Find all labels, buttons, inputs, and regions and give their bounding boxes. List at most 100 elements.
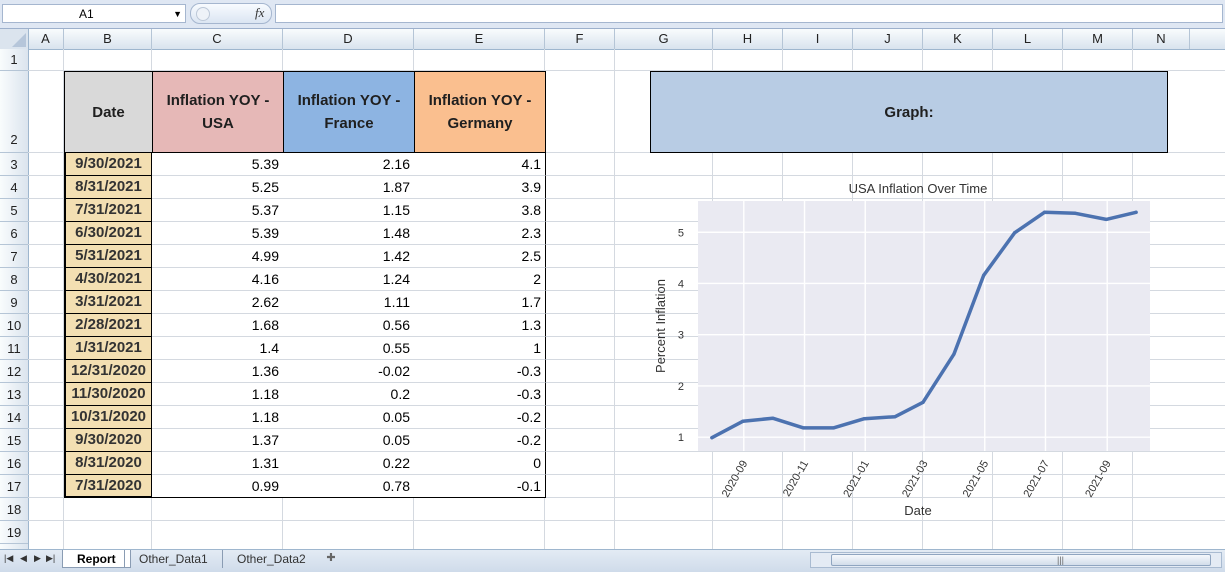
- value-cell[interactable]: -0.3: [414, 360, 546, 383]
- next-sheet-icon[interactable]: ▶: [34, 553, 41, 563]
- value-cell[interactable]: 5.37: [152, 199, 284, 222]
- date-cell[interactable]: 8/31/2020: [64, 452, 153, 475]
- column-header[interactable]: A: [28, 29, 64, 49]
- value-cell[interactable]: 1.42: [283, 245, 415, 268]
- insert-sheet-icon[interactable]: ✚: [326, 552, 336, 564]
- date-cell[interactable]: 8/31/2021: [64, 176, 153, 199]
- value-cell[interactable]: 0.05: [283, 406, 415, 429]
- row-header[interactable]: 17: [0, 475, 28, 498]
- value-cell[interactable]: 3.9: [414, 176, 546, 199]
- value-cell[interactable]: -0.2: [414, 429, 546, 452]
- graph-label-cell[interactable]: Graph:: [650, 71, 1168, 153]
- table-header-cell[interactable]: Inflation YOY - Germany: [414, 71, 546, 153]
- column-header[interactable]: D: [283, 29, 414, 49]
- table-header-cell[interactable]: Date: [64, 71, 153, 153]
- row-header[interactable]: 4: [0, 176, 28, 199]
- value-cell[interactable]: 2: [414, 268, 546, 291]
- date-cell[interactable]: 9/30/2020: [64, 429, 153, 452]
- value-cell[interactable]: 1.15: [283, 199, 415, 222]
- value-cell[interactable]: 4.1: [414, 153, 546, 176]
- value-cell[interactable]: 1.4: [152, 337, 284, 360]
- value-cell[interactable]: 0.78: [283, 475, 415, 498]
- value-cell[interactable]: -0.02: [283, 360, 415, 383]
- row-header[interactable]: 15: [0, 429, 28, 452]
- date-cell[interactable]: 2/28/2021: [64, 314, 153, 337]
- value-cell[interactable]: 0.05: [283, 429, 415, 452]
- column-header[interactable]: M: [1063, 29, 1133, 49]
- value-cell[interactable]: 1.24: [283, 268, 415, 291]
- row-header[interactable]: 2: [0, 71, 28, 153]
- value-cell[interactable]: 5.39: [152, 153, 284, 176]
- last-sheet-icon[interactable]: ▶|: [46, 553, 56, 563]
- row-header[interactable]: 6: [0, 222, 28, 245]
- row-header[interactable]: 1: [0, 49, 28, 71]
- row-header[interactable]: 19: [0, 521, 28, 544]
- value-cell[interactable]: 4.99: [152, 245, 284, 268]
- sheet-tab[interactable]: Other_Data1: [124, 550, 222, 568]
- row-header[interactable]: 10: [0, 314, 28, 337]
- column-header[interactable]: B: [64, 29, 152, 49]
- date-cell[interactable]: 5/31/2021: [64, 245, 153, 268]
- row-header[interactable]: 18: [0, 498, 28, 521]
- column-header[interactable]: N: [1133, 29, 1190, 49]
- value-cell[interactable]: 1: [414, 337, 546, 360]
- table-header-cell[interactable]: Inflation YOY - USA: [152, 71, 284, 153]
- value-cell[interactable]: 5.25: [152, 176, 284, 199]
- table-header-cell[interactable]: Inflation YOY - France: [283, 71, 415, 153]
- value-cell[interactable]: 0.22: [283, 452, 415, 475]
- date-cell[interactable]: 11/30/2020: [64, 383, 153, 406]
- column-header[interactable]: J: [853, 29, 923, 49]
- select-all-button[interactable]: [0, 29, 29, 49]
- chevron-down-icon[interactable]: ▼: [173, 9, 182, 19]
- value-cell[interactable]: 1.3: [414, 314, 546, 337]
- value-cell[interactable]: 1.31: [152, 452, 284, 475]
- date-cell[interactable]: 12/31/2020: [64, 360, 153, 383]
- sheet-tab[interactable]: Other_Data2: [222, 550, 320, 568]
- row-header[interactable]: 5: [0, 199, 28, 222]
- value-cell[interactable]: -0.2: [414, 406, 546, 429]
- value-cell[interactable]: 2.62: [152, 291, 284, 314]
- date-cell[interactable]: 6/30/2021: [64, 222, 153, 245]
- row-header[interactable]: 12: [0, 360, 28, 383]
- value-cell[interactable]: 5.39: [152, 222, 284, 245]
- value-cell[interactable]: 2.16: [283, 153, 415, 176]
- value-cell[interactable]: 1.36: [152, 360, 284, 383]
- value-cell[interactable]: -0.3: [414, 383, 546, 406]
- value-cell[interactable]: 0.99: [152, 475, 284, 498]
- date-cell[interactable]: 1/31/2021: [64, 337, 153, 360]
- date-cell[interactable]: 3/31/2021: [64, 291, 153, 314]
- row-header[interactable]: 13: [0, 383, 28, 406]
- column-header[interactable]: I: [783, 29, 853, 49]
- value-cell[interactable]: 0: [414, 452, 546, 475]
- value-cell[interactable]: 3.8: [414, 199, 546, 222]
- date-cell[interactable]: 10/31/2020: [64, 406, 153, 429]
- row-header[interactable]: 11: [0, 337, 28, 360]
- value-cell[interactable]: 1.68: [152, 314, 284, 337]
- value-cell[interactable]: 2.3: [414, 222, 546, 245]
- scrollbar-thumb[interactable]: |||: [831, 554, 1211, 566]
- value-cell[interactable]: 4.16: [152, 268, 284, 291]
- column-header[interactable]: C: [152, 29, 283, 49]
- date-cell[interactable]: 9/30/2021: [64, 153, 153, 176]
- value-cell[interactable]: 0.56: [283, 314, 415, 337]
- value-cell[interactable]: 1.48: [283, 222, 415, 245]
- insert-function-icon[interactable]: fx: [255, 5, 265, 20]
- value-cell[interactable]: 1.37: [152, 429, 284, 452]
- date-cell[interactable]: 4/30/2021: [64, 268, 153, 291]
- date-cell[interactable]: 7/31/2021: [64, 199, 153, 222]
- value-cell[interactable]: -0.1: [414, 475, 546, 498]
- value-cell[interactable]: 1.7: [414, 291, 546, 314]
- value-cell[interactable]: 0.55: [283, 337, 415, 360]
- name-box[interactable]: A1 ▼: [2, 4, 186, 23]
- value-cell[interactable]: 2.5: [414, 245, 546, 268]
- formula-input[interactable]: [275, 4, 1223, 23]
- row-header[interactable]: 8: [0, 268, 28, 291]
- sheet-tab[interactable]: Report: [62, 550, 131, 568]
- value-cell[interactable]: 1.87: [283, 176, 415, 199]
- horizontal-scrollbar[interactable]: |||: [810, 552, 1222, 568]
- value-cell[interactable]: 1.11: [283, 291, 415, 314]
- column-header[interactable]: K: [923, 29, 993, 49]
- value-cell[interactable]: 1.18: [152, 406, 284, 429]
- value-cell[interactable]: 1.18: [152, 383, 284, 406]
- row-header[interactable]: 9: [0, 291, 28, 314]
